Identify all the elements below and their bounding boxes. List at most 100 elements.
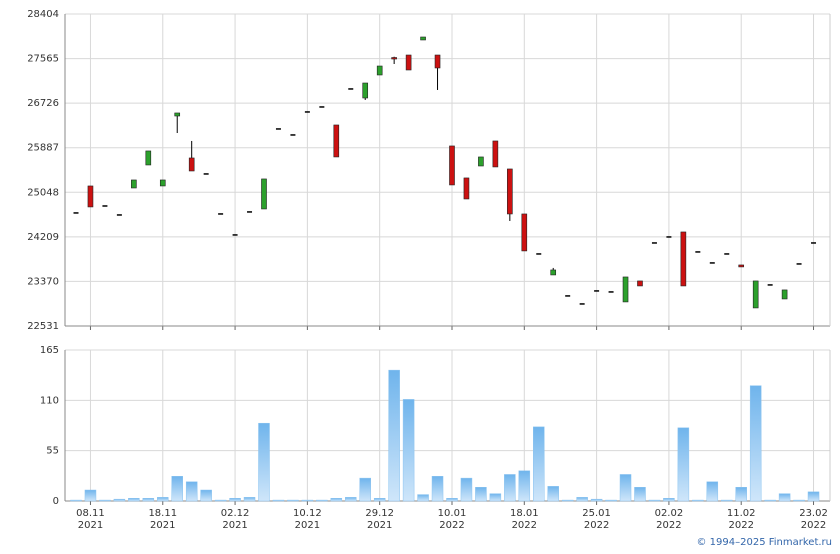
volume-bar [171,476,183,502]
volume-bar [561,499,574,502]
x-tick-label: 02.12 [221,508,250,519]
volume-bar [142,498,155,502]
candle-body [391,57,397,60]
volume-bar [677,427,690,502]
volume-bar [706,481,719,502]
volume-bar [648,499,661,502]
candle-body [188,157,195,172]
candle-body [434,54,441,69]
volume-bar [345,497,357,502]
x-tick-label: 10.12 [293,508,322,519]
candle-body [145,150,152,166]
candle-body [376,65,383,76]
volume-bar [287,499,299,502]
y-tick-label: 28404 [27,9,59,20]
volume-bar [272,499,285,502]
candle-body [174,112,181,117]
volume-bar [735,487,747,502]
volume-bar [99,499,111,502]
volume-bar [547,486,559,502]
volume-bar [243,497,256,502]
volume-bar [749,385,762,502]
candle-body [405,54,412,71]
candle-body [87,185,94,208]
volume-bar [605,499,617,502]
volume-bar [518,470,531,502]
y-tick-label: 23370 [27,276,59,287]
volume-bar [619,474,632,502]
volume-bar [504,474,516,502]
volume-bar [460,477,473,502]
candle-body [261,178,267,210]
volume-bar [359,477,371,502]
y-tick-label: 165 [40,345,59,356]
y-tick-label: 24209 [27,232,59,243]
volume-bar [84,489,97,502]
y-tick-label: 25887 [27,143,59,154]
volume-bar [388,369,400,502]
y-tick-label: 110 [40,395,59,406]
volume-bar [316,499,328,502]
x-tick-label: 2022 [801,520,826,531]
y-tick-label: 27565 [27,54,59,65]
volume-bar [489,493,502,502]
candle-body [492,140,499,168]
y-tick-label: 26726 [27,98,59,109]
candle-body [131,179,137,189]
volume-bar [157,497,169,502]
x-tick-label: 29.12 [365,508,394,519]
volume-bar [590,498,603,502]
x-tick-label: 10.01 [438,508,467,519]
x-tick-label: 2022 [584,520,609,531]
candle-body [507,168,513,215]
volume-bar [807,491,820,502]
volume-bar [764,499,776,502]
candle-body [362,82,369,99]
x-tick-label: 2021 [150,520,175,531]
volume-bar [431,476,444,502]
x-tick-label: 02.02 [655,508,684,519]
y-tick-label: 25048 [27,187,59,198]
x-tick-label: 23.02 [799,508,828,519]
footer: © 1994–2025 Finmarket.ru [696,537,832,548]
volume-bar [70,499,82,502]
x-tick-label: 08.11 [76,508,105,519]
x-tick-label: 2021 [78,520,103,531]
x-tick-label: 25.01 [582,508,611,519]
volume-bar [533,426,545,502]
volume-bar [258,422,270,502]
volume-bar [576,497,588,502]
volume-bar [634,487,646,502]
x-tick-label: 2021 [222,520,247,531]
volume-bar [113,498,126,502]
volume-bar [417,494,429,502]
y-tick-label: 55 [46,446,59,457]
volume-bar [301,499,314,502]
candle-body [738,264,745,268]
y-tick-label: 22531 [27,321,59,332]
x-tick-label: 2022 [512,520,537,531]
candle-body [449,145,455,186]
candle-body [680,231,687,287]
volume-bar [663,498,675,502]
candle-body [478,156,484,167]
candle-body [752,280,759,309]
volume-bar [200,489,212,502]
candle-body [420,36,426,41]
x-tick-label: 2022 [728,520,753,531]
volume-bar [778,493,791,502]
candle-body [622,276,629,303]
candle-body [463,177,470,200]
candle-body [159,179,166,187]
volume-bar [793,499,805,502]
volume-bar [402,399,415,502]
candle-body [333,124,340,158]
volume-bar [373,498,386,502]
volume-bar [692,499,704,502]
candle-body [550,269,557,276]
y-tick-label: 0 [53,496,59,507]
x-tick-label: 2021 [367,520,392,531]
x-tick-label: 18.01 [510,508,539,519]
candle-body [637,280,643,287]
